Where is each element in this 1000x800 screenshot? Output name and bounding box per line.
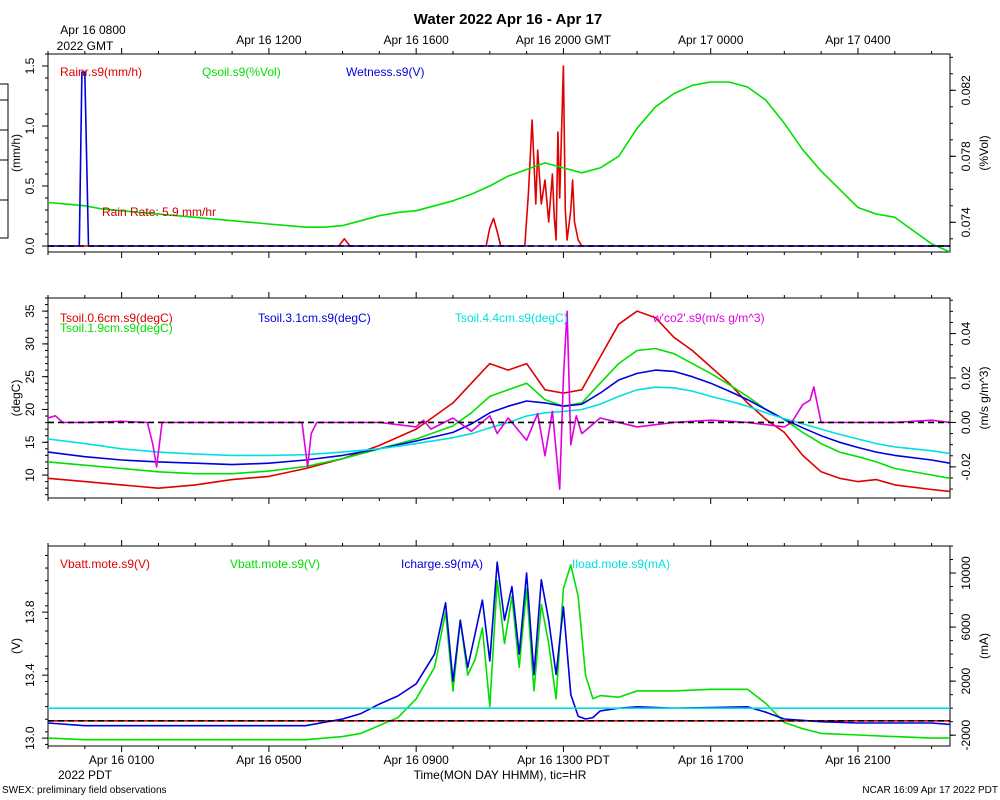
right-y-axis-label: (m/s g/m^3) <box>977 367 991 430</box>
right-y-tick-label: 0.02 <box>959 366 973 390</box>
series-line-3 <box>48 369 950 466</box>
legend-entry: Iload.mote.s9(mA) <box>572 557 670 571</box>
right-y-tick-label: 0.04 <box>959 322 973 346</box>
right-y-axis-label: (%Vol) <box>977 135 991 170</box>
gmt-tick-label: Apr 17 0000 <box>678 33 744 47</box>
left-y-tick-label: 13.0 <box>23 726 37 750</box>
gmt-tick-label: Apr 16 2000 GMT <box>516 33 612 47</box>
left-y-tick-label: 15 <box>23 435 37 449</box>
right-y-tick-label: 0.078 <box>959 141 973 171</box>
plot-area <box>48 65 950 252</box>
rain-rate-annotation: Rain Rate: 5.9 mm/hr <box>102 205 216 219</box>
right-y-tick-label: -2000 <box>959 720 973 751</box>
left-y-tick-label: 1.0 <box>23 117 37 134</box>
right-y-tick-label: 2000 <box>959 667 973 694</box>
panel-3: 13.0 13.4 13.8(V) -2000 2000 6000 10000 (mA) Vba… <box>9 540 991 752</box>
right-y-tick-label: -0.02 <box>959 453 973 481</box>
footer-note-right: NCAR 16:09 Apr 17 2022 PDT <box>862 785 998 796</box>
pdt-tick-label: Apr 16 1300 PDT <box>517 753 610 767</box>
panel-frame <box>47 53 951 253</box>
gmt-tick-label: Apr 16 1200 <box>236 33 302 47</box>
gmt-tick-label: Apr 17 0400 <box>825 33 891 47</box>
series-line-3 <box>48 71 950 247</box>
plot-area <box>48 310 950 493</box>
legend-entry: Tsoil.3.1cm.s9(degC) <box>258 311 371 325</box>
right-y-tick-label: 0.082 <box>959 75 973 105</box>
panel-frame <box>47 545 951 747</box>
left-edge-bracket <box>0 83 9 239</box>
right-y-tick-label: 6000 <box>959 613 973 640</box>
left-y-axis-label: (V) <box>9 638 23 654</box>
pdt-year-label: 2022 PDT <box>58 768 113 782</box>
series-line-1 <box>48 65 950 247</box>
legend-entry: w'co2'.s9(m/s g/m^3) <box>652 311 765 325</box>
left-y-tick-label: 35 <box>23 304 37 318</box>
pdt-tick-label: Apr 16 2100 <box>825 753 891 767</box>
series-line-4 <box>48 386 950 457</box>
left-y-axis-label: (degC) <box>9 380 23 417</box>
legend-entry: Qsoil.s9(%Vol) <box>202 65 281 79</box>
panel-frame <box>47 297 951 499</box>
series-line-2 <box>48 347 950 480</box>
footer-note-left: SWEX: preliminary field observations <box>2 785 167 796</box>
right-y-tick-label: 0.074 <box>959 207 973 237</box>
pdt-tick-label: Apr 16 1700 <box>678 753 744 767</box>
x-axis-label: Time(MON DAY HHMM), tic=HR <box>414 768 587 782</box>
left-y-tick-label: 13.4 <box>23 663 37 687</box>
legend-entry: Wetness.s9(V) <box>346 65 424 79</box>
legend-entry: Rainr.s9(mm/h) <box>60 65 142 79</box>
gmt-year-label: 2022 GMT <box>57 39 114 53</box>
series-line-3 <box>48 561 950 727</box>
legend-entry: Tsoil.4.4cm.s9(degC) <box>455 311 568 325</box>
left-y-tick-label: 0.5 <box>23 177 37 194</box>
series-line-2 <box>48 564 950 741</box>
left-y-tick-label: 13.8 <box>23 600 37 624</box>
panel-1: 0.0 0.5 1.0 1.5 (mm/h) 0.074 0.078 0.082 (%Vol) R… <box>0 48 991 258</box>
pdt-tick-label: Apr 16 0500 <box>236 753 302 767</box>
right-y-tick-label: 0.00 <box>959 410 973 434</box>
series-line-1 <box>48 310 950 493</box>
legend-entry: Vbatt.mote.s9(V) <box>230 557 320 571</box>
series-line-2 <box>48 81 950 252</box>
legend-entry: Tsoil.0.6cm.s9(degC) <box>60 311 173 325</box>
left-y-tick-label: 0.0 <box>23 237 37 254</box>
left-y-tick-label: 20 <box>23 402 37 416</box>
gmt-tick-label: Apr 16 1600 <box>383 33 449 47</box>
gmt-first-tick-label: Apr 16 0800 <box>60 23 126 37</box>
legend-entry: Tsoil.1.9cm.s9(degC) <box>60 321 173 335</box>
left-y-tick-label: 30 <box>23 337 37 351</box>
legend-entry: Icharge.s9(mA) <box>401 557 483 571</box>
plot-area <box>48 561 950 741</box>
pdt-tick-label: Apr 16 0900 <box>383 753 449 767</box>
left-y-tick-label: 10 <box>23 468 37 482</box>
chart-title: Water 2022 Apr 16 - Apr 17 <box>414 11 602 28</box>
legend-entry: Vbatt.mote.s9(V) <box>60 557 150 571</box>
left-y-tick-label: 25 <box>23 370 37 384</box>
left-y-tick-label: 1.5 <box>23 57 37 74</box>
right-y-tick-label: 10000 <box>959 556 973 590</box>
series-line-5 <box>48 310 950 490</box>
left-y-axis-label: (mm/h) <box>9 134 23 172</box>
pdt-tick-label: Apr 16 0100 <box>89 753 155 767</box>
panel-2: 10 15 20 25 30 35 (degC) -0.02 0.00 0.02 0.04 (m/s … <box>9 292 991 504</box>
right-y-axis-label: (mA) <box>977 633 991 659</box>
